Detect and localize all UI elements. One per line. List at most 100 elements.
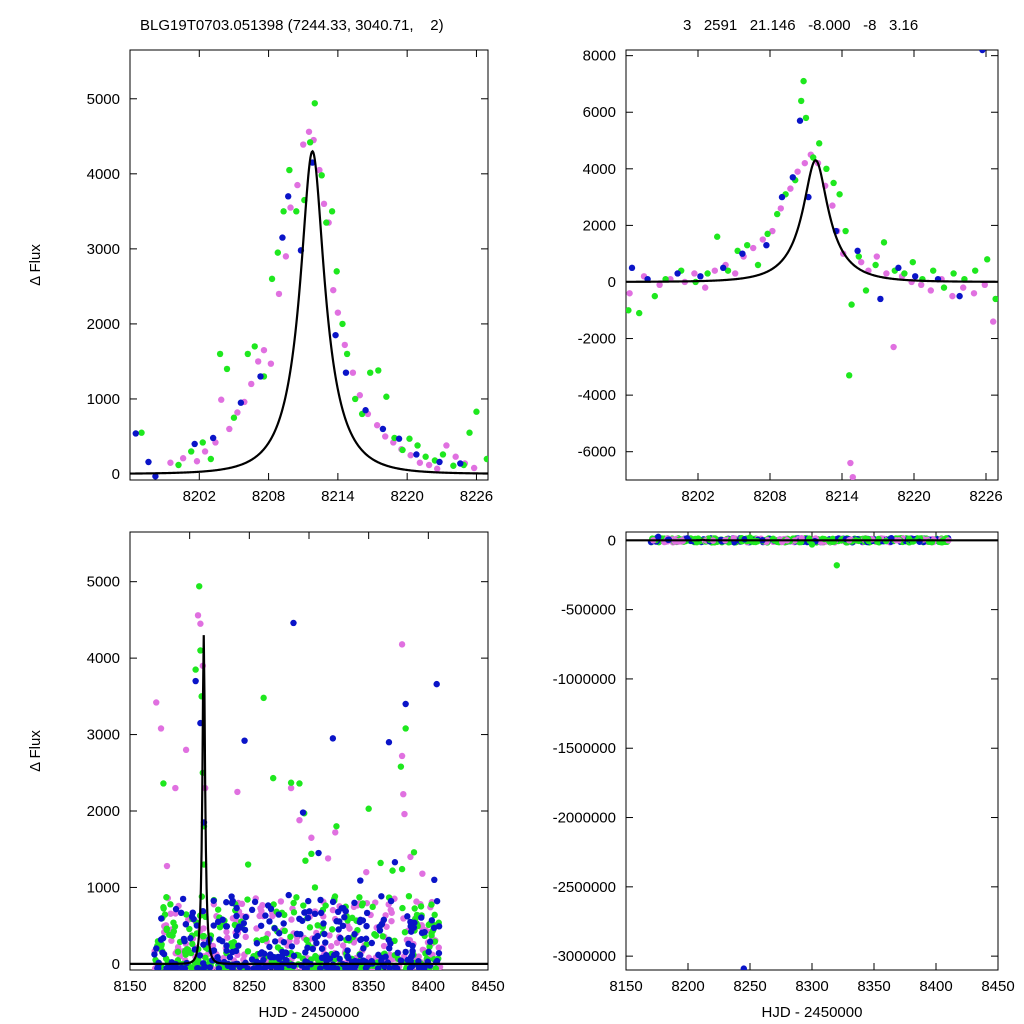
data-point-blue bbox=[395, 435, 403, 442]
data-point-blue bbox=[979, 50, 986, 54]
data-point-green bbox=[833, 562, 840, 569]
x-tick-label: 8226 bbox=[969, 488, 1002, 505]
data-point-magenta bbox=[656, 281, 663, 289]
data-point-magenta bbox=[172, 784, 179, 792]
y-tick-label: 0 bbox=[608, 532, 616, 549]
data-point bbox=[383, 923, 390, 930]
data-point-magenta bbox=[883, 270, 890, 277]
x-tick-label: 8208 bbox=[753, 488, 786, 505]
data-point-magenta bbox=[316, 166, 323, 174]
data-point-magenta bbox=[157, 725, 165, 732]
data-point-green bbox=[800, 77, 807, 85]
data-point bbox=[290, 899, 297, 907]
data-point bbox=[432, 965, 440, 970]
plot-area bbox=[626, 50, 998, 480]
data-point bbox=[397, 957, 405, 964]
data-point bbox=[431, 911, 438, 919]
data-point bbox=[399, 904, 406, 912]
data-point-green bbox=[333, 823, 340, 830]
data-point bbox=[242, 933, 249, 941]
data-point-magenta bbox=[398, 752, 406, 760]
data-point-magenta bbox=[433, 465, 441, 472]
data-point bbox=[411, 905, 418, 912]
data-point bbox=[304, 944, 311, 952]
x-tick-label: 8220 bbox=[390, 488, 423, 505]
data-point bbox=[425, 948, 432, 956]
data-point bbox=[401, 929, 409, 936]
x-tick-label: 8450 bbox=[981, 978, 1014, 995]
data-point bbox=[280, 938, 288, 946]
data-point-green bbox=[367, 369, 374, 376]
data-point bbox=[311, 910, 319, 918]
y-tick-label: 3000 bbox=[87, 727, 120, 744]
data-point bbox=[321, 930, 328, 938]
data-point-green bbox=[306, 139, 314, 146]
data-point-green bbox=[714, 233, 721, 240]
data-point-green bbox=[734, 247, 741, 255]
data-point-magenta bbox=[373, 422, 381, 429]
data-point-green bbox=[318, 172, 325, 179]
data-point-magenta bbox=[287, 784, 295, 792]
data-point bbox=[158, 915, 165, 922]
plot-frame bbox=[625, 531, 999, 971]
data-point-blue bbox=[895, 264, 902, 272]
data-point bbox=[329, 898, 337, 906]
data-point bbox=[300, 902, 307, 909]
data-point bbox=[331, 951, 338, 959]
data-point-green bbox=[802, 114, 810, 122]
data-point-blue bbox=[329, 735, 337, 742]
data-point-green bbox=[230, 414, 238, 421]
data-point bbox=[387, 940, 394, 947]
data-point bbox=[393, 965, 401, 970]
data-point bbox=[187, 964, 195, 970]
data-point-magenta bbox=[275, 290, 283, 298]
data-point-green bbox=[816, 140, 823, 147]
x-tick-label: 8202 bbox=[681, 488, 714, 505]
data-point bbox=[333, 939, 341, 946]
data-point-magenta bbox=[296, 816, 303, 824]
data-point bbox=[328, 926, 336, 933]
data-point bbox=[402, 948, 409, 956]
x-tick-label: 8400 bbox=[412, 978, 445, 995]
data-point-blue bbox=[132, 430, 139, 437]
data-point bbox=[304, 914, 312, 922]
data-point-green bbox=[274, 249, 282, 256]
data-point bbox=[327, 943, 335, 950]
data-point bbox=[334, 908, 342, 916]
data-point-magenta bbox=[801, 159, 808, 167]
data-point-green bbox=[328, 208, 336, 215]
data-point-magenta bbox=[234, 409, 241, 416]
data-point bbox=[248, 956, 256, 963]
data-point bbox=[405, 892, 413, 900]
data-point bbox=[428, 917, 436, 924]
data-point-green bbox=[823, 165, 830, 173]
data-point-green bbox=[323, 219, 330, 226]
chart-title-left: BLG19T0703.051398 (7244.33, 3040.71, 2) bbox=[140, 17, 444, 34]
y-tick-label: 0 bbox=[112, 466, 120, 483]
data-point bbox=[374, 965, 382, 970]
data-point-green bbox=[343, 350, 351, 358]
data-point-green bbox=[855, 253, 862, 260]
data-point-blue bbox=[241, 737, 248, 744]
x-tick-label: 8214 bbox=[321, 488, 354, 505]
data-point bbox=[172, 905, 180, 913]
y-tick-label: 1000 bbox=[87, 391, 120, 408]
data-point bbox=[251, 898, 259, 906]
data-point bbox=[151, 951, 158, 958]
data-point bbox=[380, 916, 388, 923]
data-point bbox=[435, 944, 442, 951]
data-point-green bbox=[268, 275, 276, 283]
data-point-magenta bbox=[769, 227, 776, 235]
data-point bbox=[181, 938, 188, 945]
data-point-blue bbox=[209, 434, 217, 442]
data-point-green bbox=[836, 191, 843, 198]
data-point-magenta bbox=[849, 473, 856, 480]
data-point-magenta bbox=[294, 181, 301, 189]
y-tick-label: 0 bbox=[608, 274, 616, 291]
data-point-green bbox=[724, 267, 732, 274]
data-point-magenta bbox=[349, 369, 357, 376]
data-point-blue bbox=[257, 373, 264, 380]
data-point bbox=[421, 965, 428, 970]
data-point bbox=[181, 965, 189, 970]
data-point-magenta bbox=[829, 202, 836, 209]
